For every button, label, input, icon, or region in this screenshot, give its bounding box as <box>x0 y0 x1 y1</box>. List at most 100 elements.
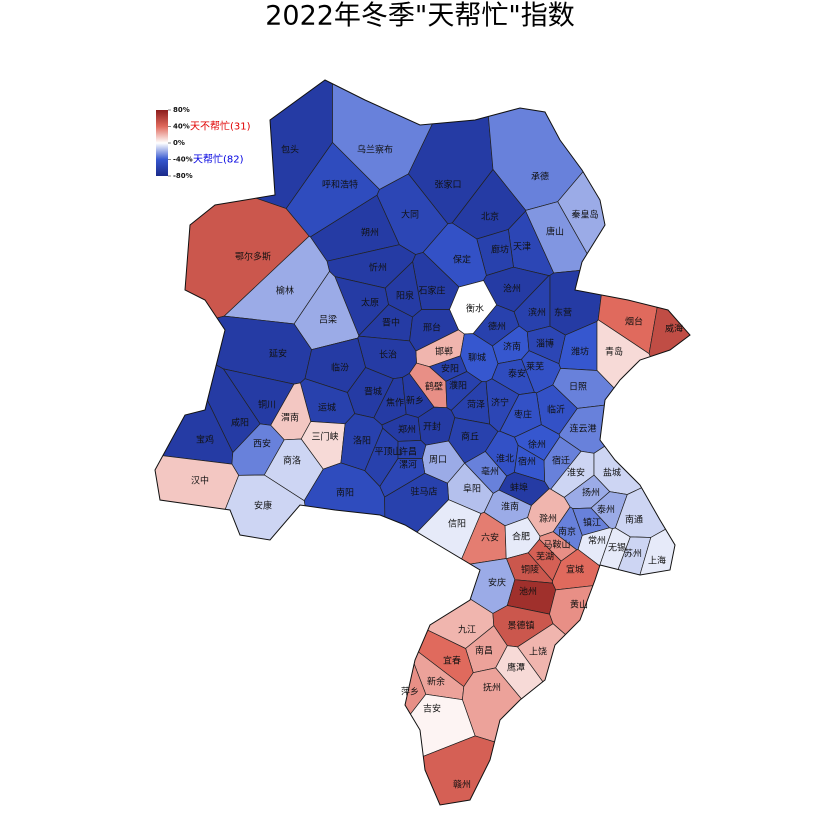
region-label: 九江 <box>458 625 476 636</box>
region-label: 马鞍山 <box>543 539 570 551</box>
region-label: 泰州 <box>597 504 615 516</box>
region-label: 扬州 <box>582 487 600 499</box>
region-label: 宿州 <box>518 456 536 468</box>
region-label: 秦皇岛 <box>571 209 598 221</box>
region-label: 阳泉 <box>396 290 414 302</box>
region-label: 德州 <box>488 321 506 333</box>
region-label: 乌兰察布 <box>357 144 393 156</box>
region-label: 衡水 <box>466 303 484 315</box>
region-label: 淮北 <box>496 454 514 465</box>
region-label: 承德 <box>531 171 549 183</box>
region-label: 淮安 <box>567 467 585 479</box>
region-label: 徐州 <box>528 439 546 451</box>
legend: 80% 40% 0% -40% -80% 天不帮忙(31) 天帮忙(82) <box>156 106 251 180</box>
region-label: 阜阳 <box>463 483 481 495</box>
legend-tick-label: -80% <box>173 172 193 180</box>
outline <box>154 79 691 806</box>
legend-tick-label: -40% <box>173 156 193 164</box>
region-label: 安康 <box>254 500 272 512</box>
region-label: 许昌 <box>399 446 417 458</box>
region-label: 苏州 <box>624 548 642 560</box>
region-label: 六安 <box>481 532 499 544</box>
colorbar <box>156 110 168 176</box>
region-label: 抚州 <box>483 682 501 694</box>
region-label: 烟台 <box>625 316 643 328</box>
region-label: 安庆 <box>488 577 506 589</box>
region-label: 焦作 <box>386 397 404 409</box>
region-label: 鹤壁 <box>425 381 443 393</box>
region-label: 保定 <box>453 254 471 266</box>
region-label: 延安 <box>269 348 287 360</box>
region-label: 洛阳 <box>353 435 371 447</box>
region-label: 济宁 <box>491 397 509 409</box>
region-label: 漯河 <box>399 459 417 471</box>
region-label: 南通 <box>625 514 643 526</box>
region-label: 榆林 <box>276 285 294 297</box>
region-label: 郑州 <box>398 424 416 436</box>
region-label: 邢台 <box>423 322 441 334</box>
region-label: 三门峡 <box>311 431 338 443</box>
region-label: 宣城 <box>566 564 584 576</box>
region-label: 镇江 <box>583 517 601 529</box>
region-label: 北京 <box>481 211 499 223</box>
region-label: 常州 <box>588 535 606 547</box>
region-label: 青岛 <box>605 346 623 358</box>
region-label: 日照 <box>569 382 587 393</box>
region-label: 石家庄 <box>418 285 445 297</box>
region-label: 临沂 <box>547 404 565 416</box>
legend-tick-label: 0% <box>173 139 185 147</box>
region-label: 泰安 <box>508 368 526 380</box>
region-label: 吉安 <box>423 703 441 715</box>
region-label: 莱芜 <box>526 361 544 373</box>
region-label: 上饶 <box>529 646 547 658</box>
region-label: 晋中 <box>382 317 400 329</box>
region-label: 合肥 <box>512 531 530 543</box>
region-label: 南昌 <box>475 645 493 657</box>
region-label: 朔州 <box>361 227 379 239</box>
region-label: 铜川 <box>258 399 276 411</box>
region-label: 南阳 <box>336 487 354 499</box>
region-label: 鄂尔多斯 <box>235 251 271 263</box>
region-label: 威海 <box>665 323 683 335</box>
region-label: 周口 <box>429 455 447 466</box>
region-label: 运城 <box>318 403 336 414</box>
region-label: 唐山 <box>546 226 564 238</box>
region-label: 无锡 <box>608 543 626 554</box>
region-label: 上海 <box>648 555 666 567</box>
region-label: 菏泽 <box>467 400 485 411</box>
region-label: 邯郸 <box>435 346 453 358</box>
region-label: 临汾 <box>331 362 349 374</box>
region-label: 驻马店 <box>410 486 437 498</box>
region-label: 潍坊 <box>571 346 589 358</box>
region-label: 天津 <box>513 242 531 253</box>
region-label: 开封 <box>423 421 441 433</box>
region-label: 晋城 <box>364 387 382 398</box>
region-label: 信阳 <box>448 518 466 530</box>
region-label: 商丘 <box>461 431 479 443</box>
region-label: 滨州 <box>528 307 546 319</box>
region-label: 聊城 <box>468 352 486 364</box>
legend-tick-label: 40% <box>173 123 190 131</box>
region-label: 忻州 <box>369 262 387 274</box>
region-label: 亳州 <box>481 466 499 478</box>
legend-entry: 天不帮忙(31) <box>190 120 251 133</box>
region <box>549 583 650 676</box>
region-label: 连云港 <box>569 423 596 435</box>
region-label: 黄山 <box>570 599 588 611</box>
legend-entry: 天帮忙(82) <box>193 153 244 166</box>
region-label: 新乡 <box>406 395 424 407</box>
region-label: 池州 <box>519 586 537 598</box>
region-label: 宝鸡 <box>196 434 214 446</box>
region-label: 淮南 <box>501 501 519 513</box>
region-label: 包头 <box>281 144 299 156</box>
region-label: 蚌埠 <box>510 482 528 494</box>
region-label: 吕梁 <box>319 314 337 326</box>
region-label: 铜陵 <box>521 564 539 576</box>
region-label: 汉中 <box>191 475 209 487</box>
region-label: 沧州 <box>503 283 521 295</box>
region <box>614 458 690 538</box>
region-label: 东营 <box>554 307 572 319</box>
region-label: 景德镇 <box>507 620 534 632</box>
